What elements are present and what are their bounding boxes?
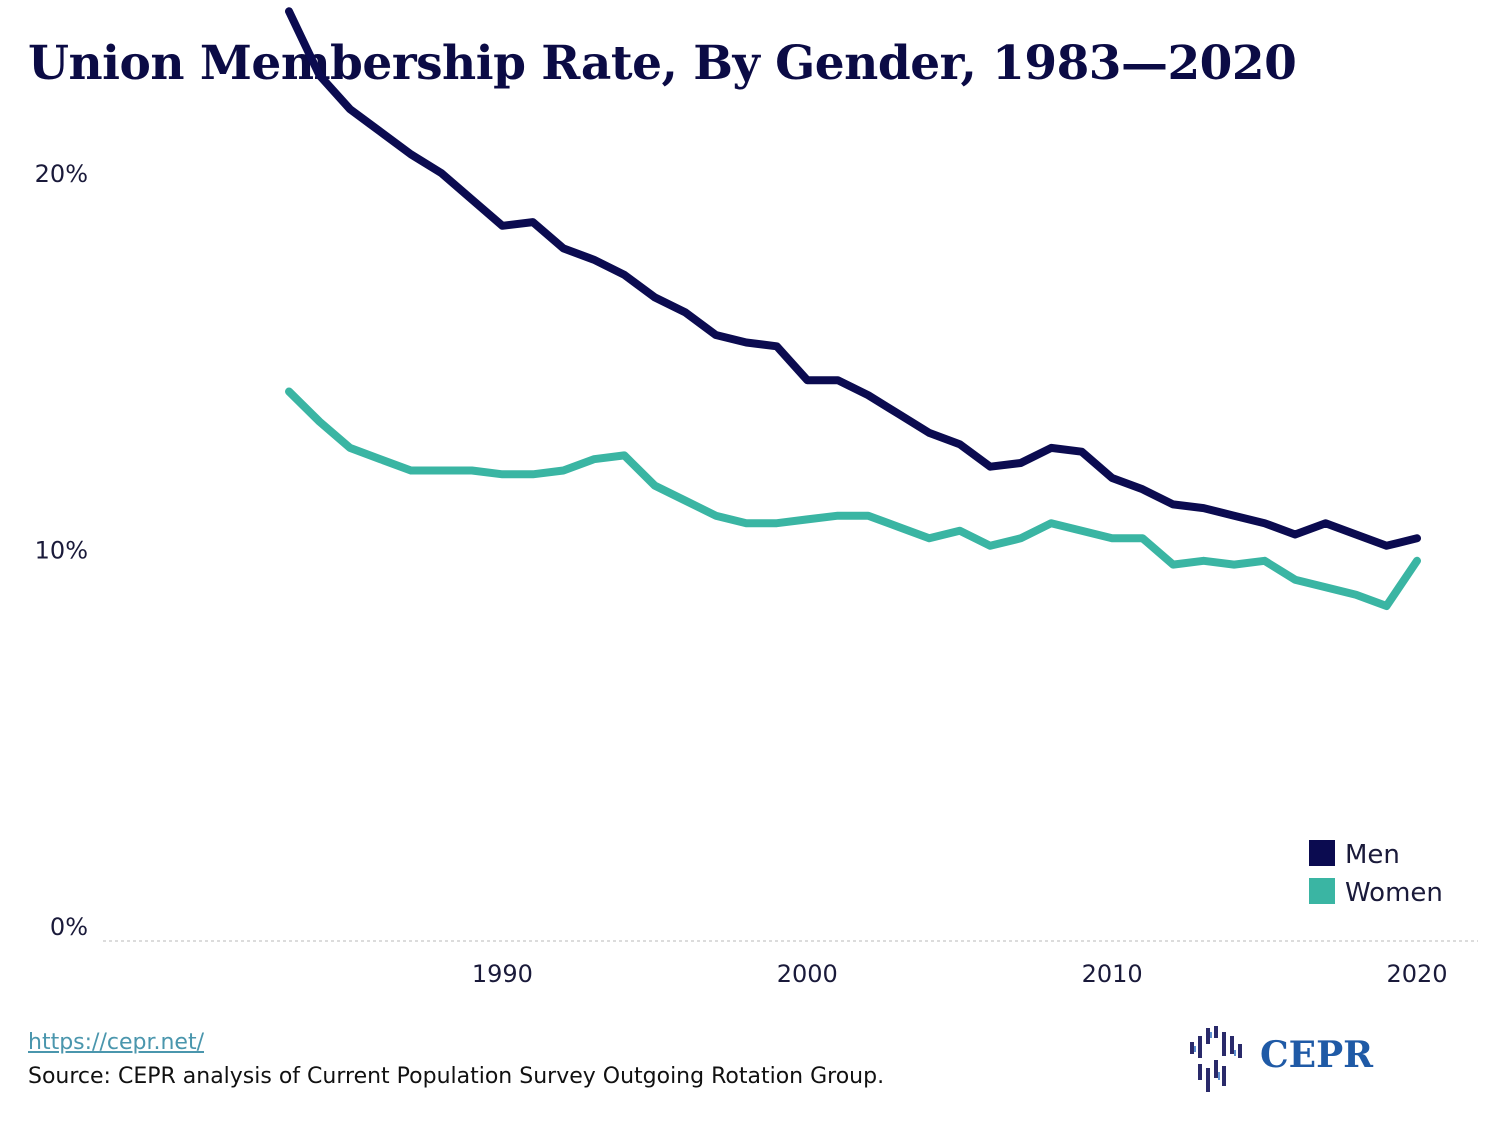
y-tick-label: 20% [35, 160, 88, 188]
y-axis-ticks: 0% 10% 20% [35, 160, 88, 941]
series-line-women [285, 387, 1421, 610]
source-link[interactable]: https://cepr.net/ [28, 1030, 204, 1055]
cepr-bars-icon [1190, 1026, 1242, 1092]
y-tick-label: 10% [35, 537, 88, 565]
cepr-logo: CEPR [1188, 1022, 1388, 1094]
x-tick-label: 2020 [1386, 960, 1447, 988]
legend-swatch-women [1309, 878, 1335, 904]
y-tick-label: 0% [50, 913, 88, 941]
x-tick-label: 1990 [472, 960, 533, 988]
legend-label-women: Women [1345, 878, 1443, 908]
x-tick-label: 2010 [1082, 960, 1143, 988]
series-line-men [285, 7, 1421, 550]
cepr-logo-text: CEPR [1260, 1034, 1374, 1076]
chart-title: Union Membership Rate, By Gender, 1983—2… [28, 36, 1297, 91]
legend: Men Women [1309, 840, 1443, 908]
x-tick-label: 2000 [777, 960, 838, 988]
series-lines [285, 7, 1421, 610]
x-axis-ticks: 1990 2000 2010 2020 [472, 960, 1448, 988]
legend-swatch-men [1309, 840, 1335, 866]
source-note: Source: CEPR analysis of Current Populat… [28, 1064, 885, 1089]
legend-label-men: Men [1345, 840, 1400, 870]
